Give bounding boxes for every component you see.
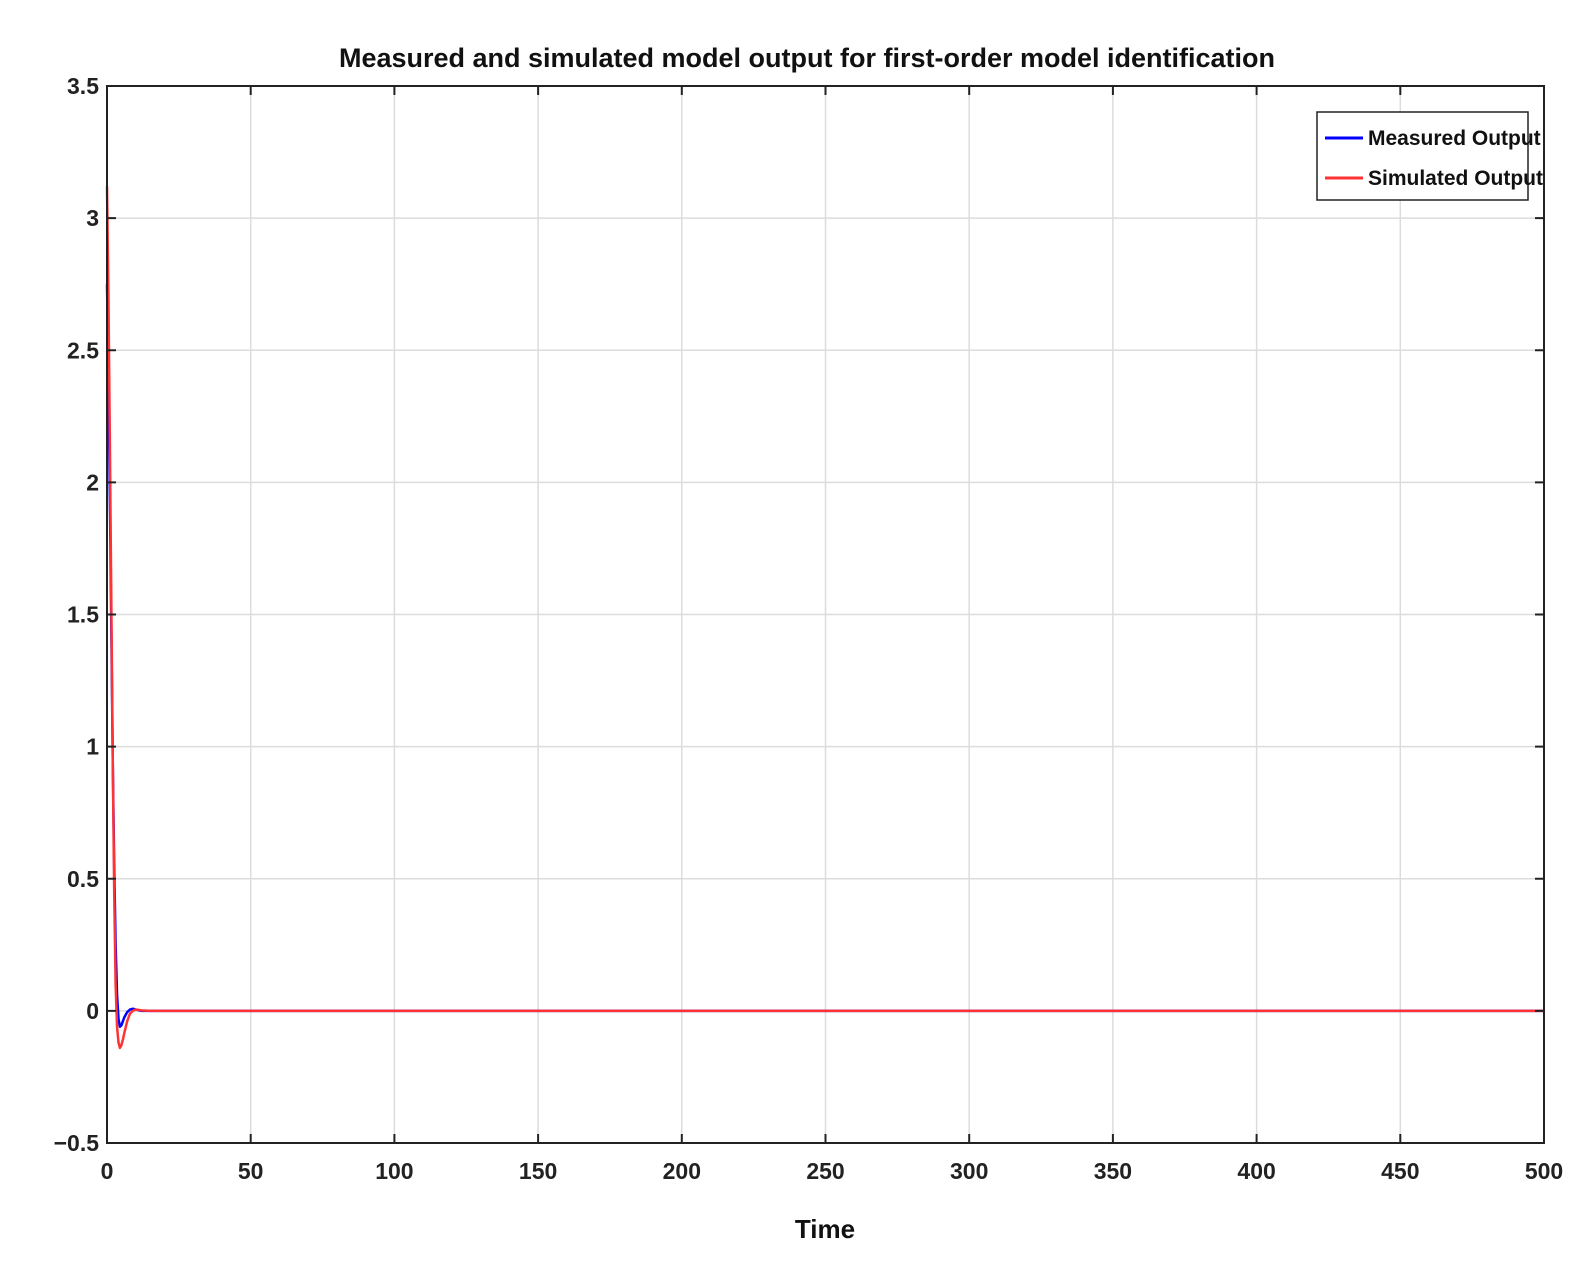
x-tick-label: 350 [1094,1158,1132,1184]
legend: Measured Output Simulated Output [1316,111,1543,201]
x-tick-label: 250 [806,1158,844,1184]
series-line-simulated-output [105,186,1544,1050]
y-tick-label: 0 [86,998,99,1024]
x-tick-label: 400 [1237,1158,1275,1184]
y-tick-label: 3.5 [67,73,99,99]
y-tick-label: 2.5 [67,337,99,363]
axis-ticks: 0 50 100 150 200 250 300 350 400 450 500−0.500.511… [54,73,1564,1184]
legend-label: Simulated Output [1368,167,1543,190]
y-tick-label: 0.5 [67,866,99,892]
y-tick-label: 3 [86,205,99,231]
y-tick-label: 1.5 [67,602,99,628]
x-tick-label: 500 [1525,1158,1563,1184]
x-axis-label: Time [795,1214,855,1244]
x-tick-label: 50 [238,1158,264,1184]
x-tick-label: 100 [375,1158,413,1184]
x-tick-label: 450 [1381,1158,1419,1184]
legend-label: Measured Output [1368,127,1541,150]
series-layer [105,186,1544,1050]
chart-title: Measured and simulated model output for … [339,43,1275,73]
legend-box [1316,111,1529,201]
x-tick-label: 300 [950,1158,988,1184]
x-tick-label: 0 [101,1158,114,1184]
y-tick-label: 1 [86,734,99,760]
y-tick-label: −0.5 [54,1130,100,1156]
y-tick-label: 2 [86,469,99,495]
x-tick-label: 200 [663,1158,701,1184]
x-tick-label: 150 [519,1158,557,1184]
